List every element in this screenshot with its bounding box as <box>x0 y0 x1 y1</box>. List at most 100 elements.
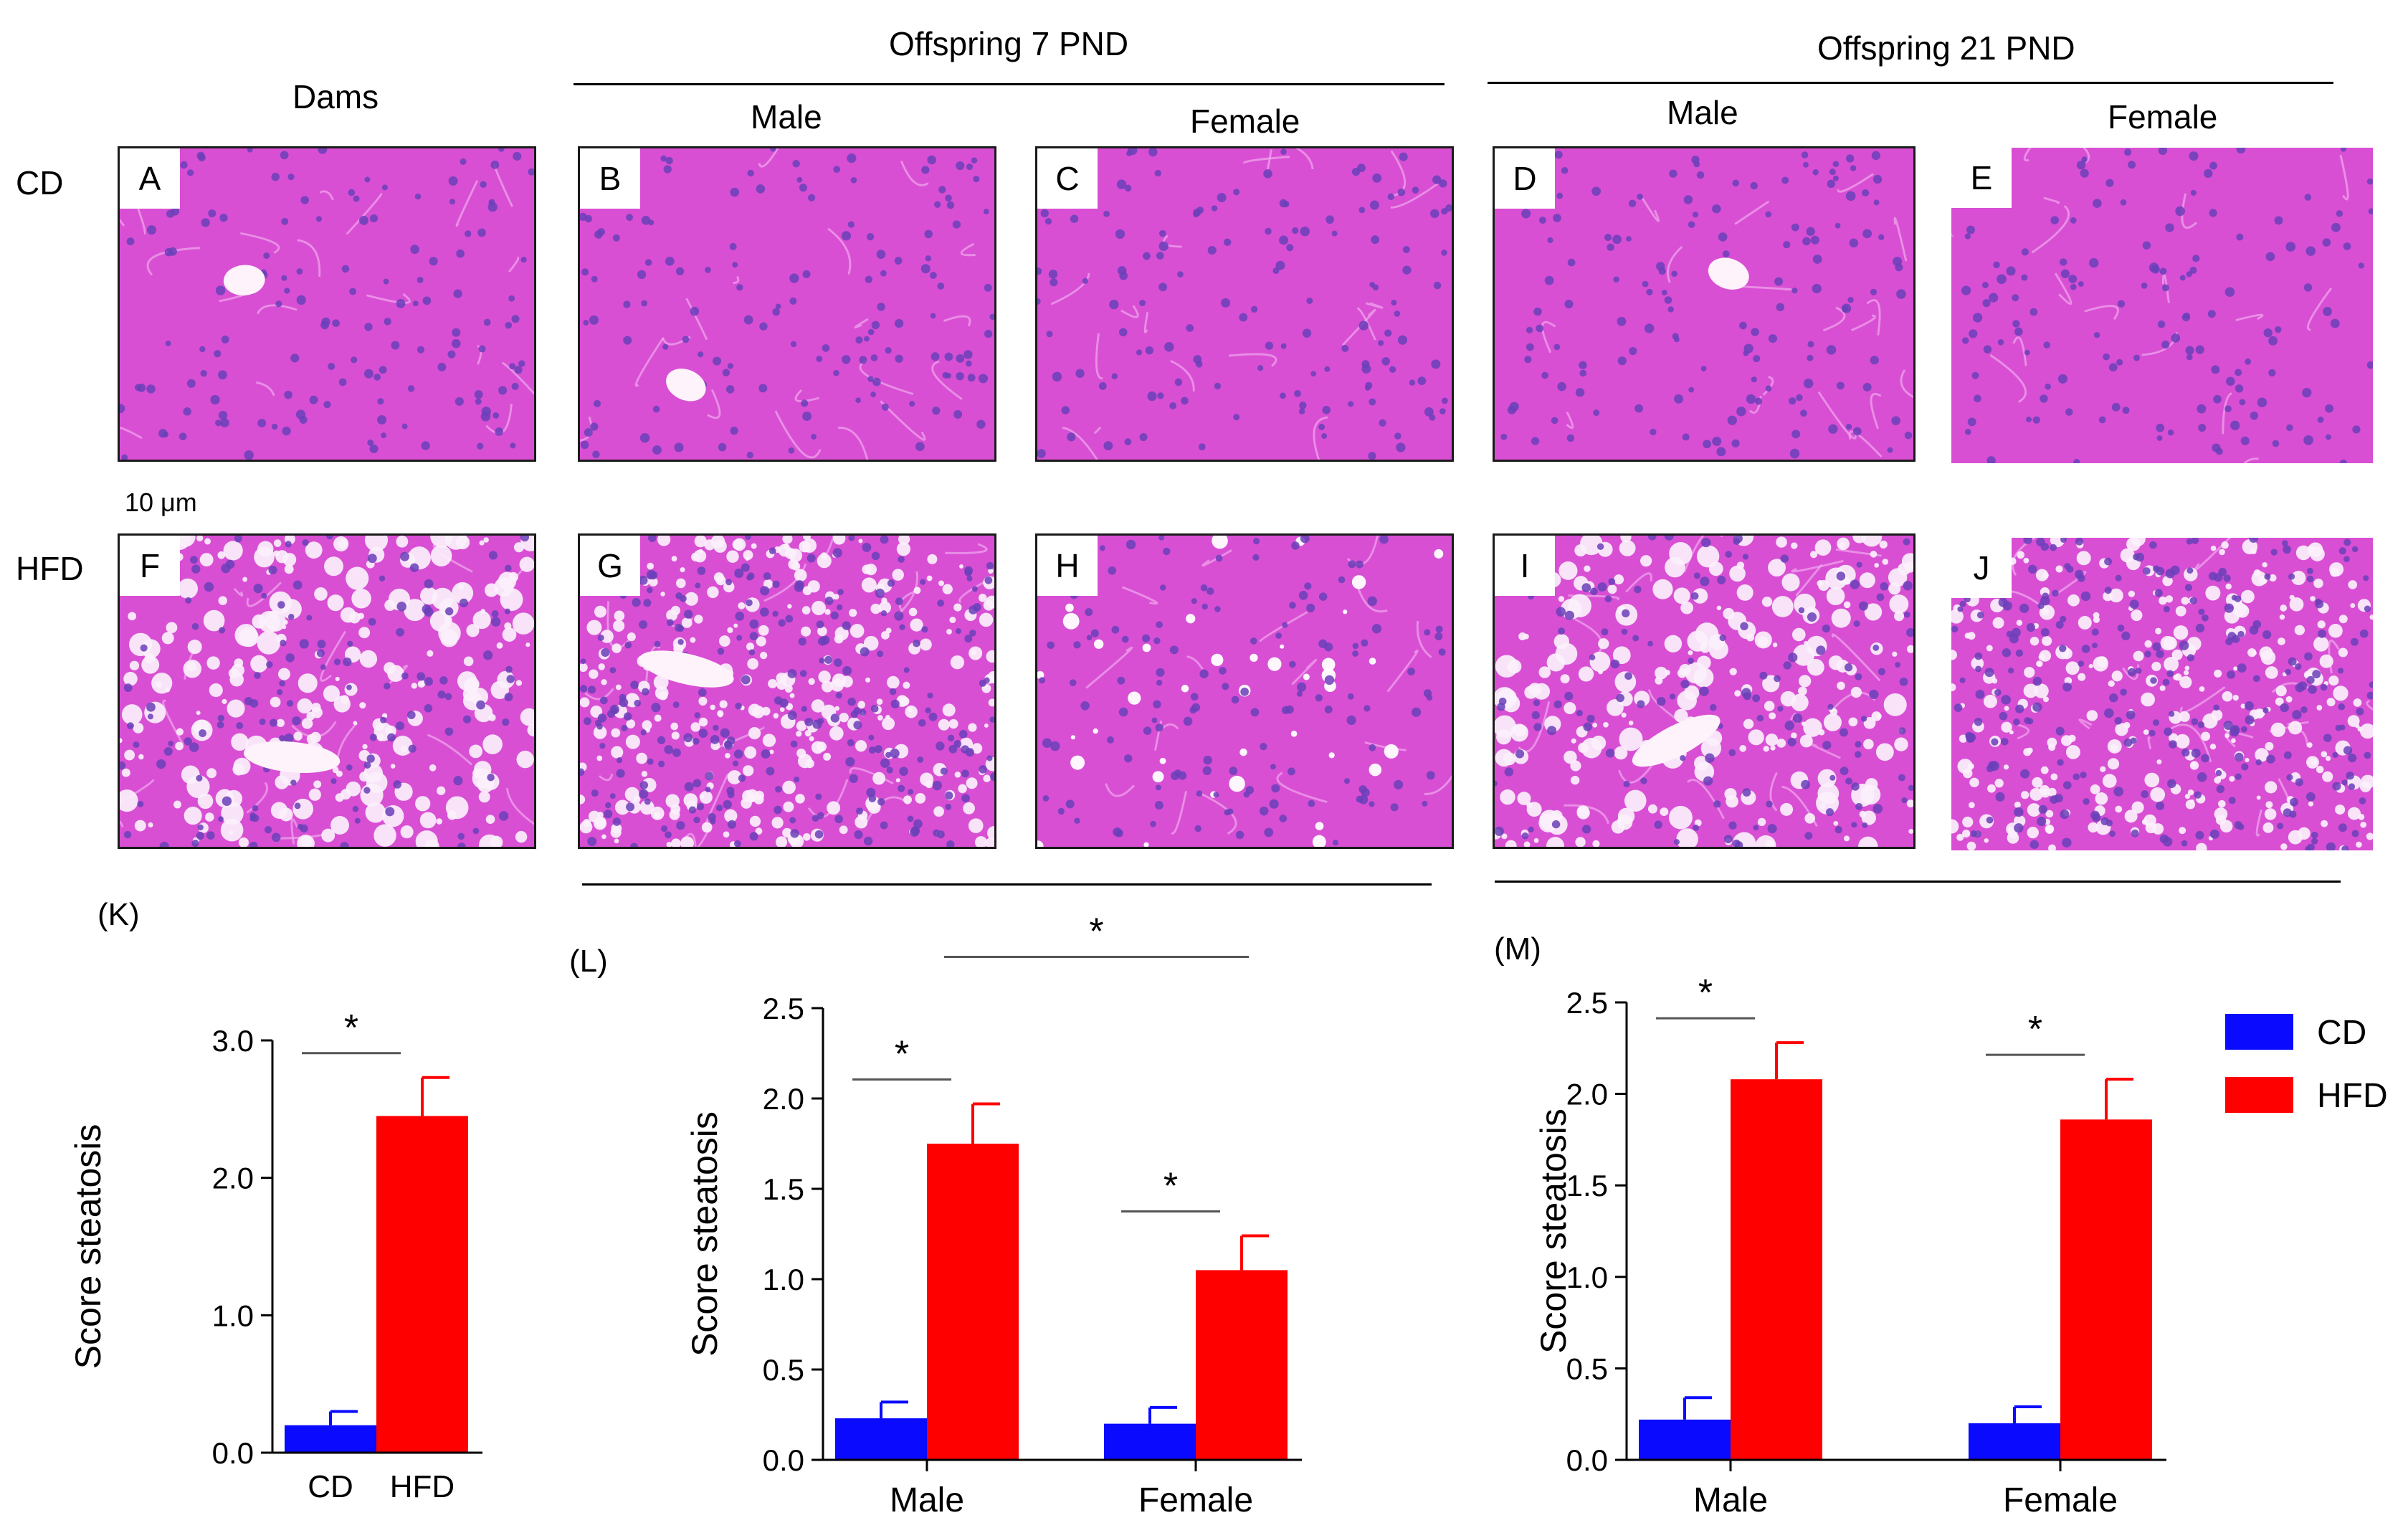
nucleus <box>1198 443 1206 451</box>
nucleus <box>2227 670 2236 679</box>
nucleus <box>2224 603 2234 613</box>
lipid-droplet <box>502 627 517 642</box>
sinusoid <box>774 410 822 459</box>
lipid-droplet <box>2027 827 2039 839</box>
nucleus <box>1521 209 1531 219</box>
nucleus <box>456 249 465 258</box>
nucleus <box>1557 381 1566 391</box>
lipid-droplet <box>2023 683 2038 698</box>
significance-marker: * <box>895 1034 909 1076</box>
nucleus <box>2015 649 2024 658</box>
lipid-droplet <box>1640 555 1652 567</box>
lipid-droplet <box>1624 789 1647 812</box>
nucleus <box>597 713 607 723</box>
nucleus <box>1898 727 1906 735</box>
lipid-droplet <box>1128 691 1141 705</box>
lipid-droplet <box>2175 605 2186 617</box>
lipid-droplet <box>2124 810 2138 823</box>
lipid-droplet <box>527 723 534 737</box>
nucleus <box>698 728 708 738</box>
lipid-droplet <box>365 802 386 823</box>
nucleus <box>2209 209 2217 217</box>
lipid-droplet <box>657 536 671 546</box>
vessel <box>639 650 734 688</box>
nucleus <box>1364 705 1371 712</box>
nucleus <box>1871 151 1881 161</box>
nucleus <box>894 318 904 328</box>
nucleus <box>787 668 797 678</box>
lipid-droplet <box>2240 703 2246 709</box>
nucleus <box>847 153 857 163</box>
nucleus <box>1801 151 1809 158</box>
lipid-droplet <box>823 752 832 761</box>
sinusoid <box>2235 313 2264 322</box>
nucleus <box>514 366 523 374</box>
nucleus <box>2143 567 2151 575</box>
nucleus <box>1240 687 1250 696</box>
nucleus <box>1581 583 1591 592</box>
nucleus <box>799 184 807 192</box>
nucleus <box>189 742 199 752</box>
nucleus <box>1080 701 1090 711</box>
lipid-droplet <box>2155 627 2162 635</box>
nucleus <box>1623 780 1630 787</box>
lipid-droplet <box>1575 837 1586 847</box>
nucleus <box>834 658 842 667</box>
nucleus <box>1260 742 1267 751</box>
nucleus <box>1139 432 1148 442</box>
nucleus <box>401 672 409 680</box>
nucleus <box>1163 547 1171 556</box>
nucleus <box>1279 815 1288 822</box>
header-offspring-7-pnd: Offspring 7 PND <box>889 25 1129 62</box>
lipid-droplet <box>427 650 434 657</box>
nucleus <box>271 832 281 843</box>
nucleus <box>1259 806 1269 816</box>
nucleus <box>921 626 928 633</box>
nucleus <box>2104 708 2114 718</box>
nucleus <box>1661 290 1667 295</box>
nucleus <box>859 356 867 364</box>
nucleus <box>1111 373 1118 380</box>
nucleus <box>690 306 700 316</box>
nucleus <box>2070 283 2077 290</box>
nucleus <box>1356 560 1364 569</box>
lipid-droplet <box>1882 559 1889 565</box>
nucleus <box>2113 787 2124 797</box>
lipid-droplet <box>1142 643 1151 652</box>
nucleus <box>1394 779 1404 789</box>
nucleus <box>410 245 419 255</box>
nucleus <box>967 374 976 382</box>
lipid-droplet <box>2078 673 2086 681</box>
nucleus <box>2122 407 2130 414</box>
nucleus <box>684 782 694 792</box>
lipid-droplet <box>277 668 290 680</box>
lipid-droplet <box>2270 722 2285 737</box>
nucleus <box>1862 189 1870 197</box>
sinusoid <box>1951 233 1954 237</box>
nucleus <box>2156 566 2165 576</box>
nucleus <box>1637 194 1643 200</box>
nucleus <box>2045 383 2052 390</box>
nucleus <box>938 186 946 194</box>
nucleus <box>718 442 727 452</box>
nucleus <box>1040 209 1049 218</box>
nucleus <box>986 755 993 761</box>
nucleus <box>1306 603 1315 612</box>
sinusoid <box>606 601 629 650</box>
nucleus <box>725 579 733 586</box>
nucleus <box>421 441 430 450</box>
lipid-droplet <box>983 774 991 782</box>
nucleus <box>1736 407 1746 417</box>
y-tick-label: 2.0 <box>1566 1078 1608 1111</box>
nucleus <box>672 701 680 708</box>
nucleus <box>1124 754 1133 763</box>
nucleus <box>429 257 438 266</box>
nucleus <box>1439 179 1447 188</box>
nucleus <box>457 843 466 847</box>
nucleus <box>2032 416 2040 424</box>
lipid-droplet <box>151 673 173 694</box>
nucleus <box>778 619 786 627</box>
nucleus <box>217 714 225 722</box>
legend-label-cd: CD <box>2317 1014 2366 1052</box>
nucleus <box>1289 660 1296 668</box>
